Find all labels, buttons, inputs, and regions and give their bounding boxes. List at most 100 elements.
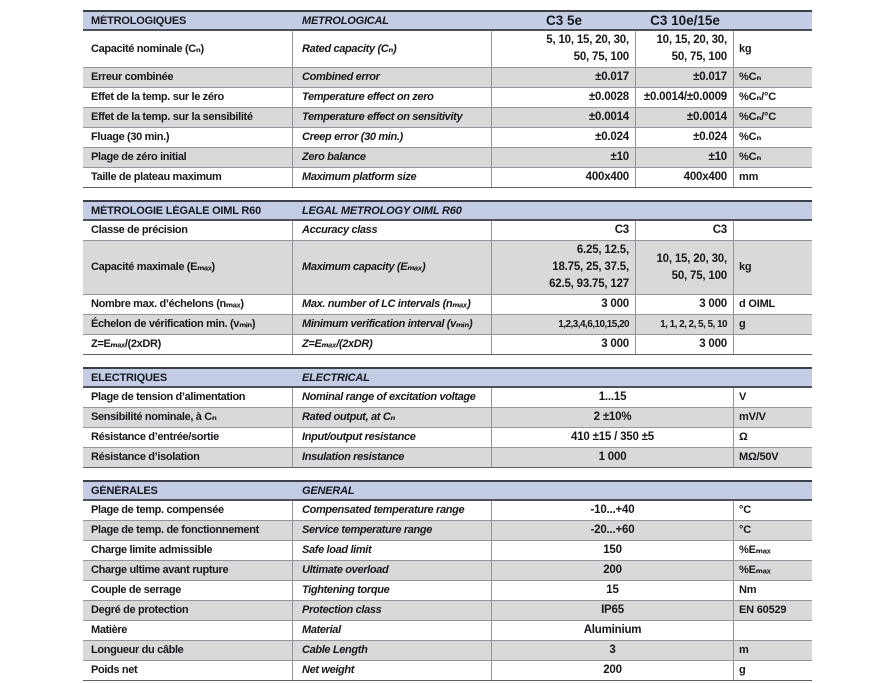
label-fr-cell: Couple de serrage	[83, 581, 293, 600]
label-en-cell: Net weight	[293, 661, 492, 680]
label-en-cell: Zero balance	[293, 148, 492, 167]
table-row: Capacité maximale (Eₘₐₓ) Maximum capacity…	[83, 241, 812, 295]
label-en-cell: Cable Length	[293, 641, 492, 660]
merged-value-cell: 200	[492, 661, 734, 680]
section-title-fr: GÉNÉRALES	[91, 484, 158, 497]
label-en-cell: Nominal range of excitation voltage	[293, 388, 492, 407]
label-en-cell: Rated capacity (Cₙ)	[293, 31, 492, 67]
merged-value-cell: IP65	[492, 601, 734, 620]
table-row: Classe de précision Accuracy class C3 C3	[83, 221, 812, 241]
value-c3-10e-15e-cell: 1, 1, 2, 2, 5, 5, 10	[636, 315, 734, 334]
unit-cell: %Cₙ	[739, 151, 762, 163]
label-fr-cell: Effet de la temp. sur le zéro	[83, 88, 293, 107]
unit-cell: °C	[739, 524, 751, 536]
unit-cell: Nm	[739, 584, 757, 596]
label-en-cell: Tightening torque	[293, 581, 492, 600]
table-row: Degré de protection Protection class IP65 E…	[83, 601, 812, 621]
label-fr-cell: Plage de temp. compensée	[83, 501, 293, 520]
table-row: Effet de la temp. sur le zéro Temperature…	[83, 88, 812, 108]
section-title-en: ELECTRICAL	[302, 371, 370, 384]
table-row: Nombre max. d’échelons (nₘₐₓ) Max. number…	[83, 295, 812, 315]
table-row: Fluage (30 min.) Creep error (30 min.) ±0.…	[83, 128, 812, 148]
value-c3-5e-cell: ±0.0014	[492, 108, 636, 127]
label-fr-cell: Plage de temp. de fonctionnement	[83, 521, 293, 540]
label-en-cell: Protection class	[293, 601, 492, 620]
merged-value-cell: 3	[492, 641, 734, 660]
spec-section: MÉTROLOGIQUES METROLOGICAL C3 5e C3 10e/15e…	[83, 10, 812, 188]
merged-value-cell: -20...+60	[492, 521, 734, 540]
value-c3-5e-cell: ±0.0028	[492, 88, 636, 107]
label-fr-cell: Poids net	[83, 661, 293, 680]
table-row: Plage de zéro initial Zero balance ±10 ±10%…	[83, 148, 812, 168]
label-en-cell: Minimum verification interval (vₘᵢₙ)	[293, 315, 492, 334]
merged-value-cell: 2 ±10%	[492, 408, 734, 427]
merged-value-cell: 1...15	[492, 388, 734, 407]
model-column-header-1: C3 5e	[545, 13, 583, 28]
table-row: Plage de temp. compensée Compensated temp…	[83, 501, 812, 521]
label-fr-cell: Résistance d’isolation	[83, 448, 293, 467]
unit-cell: MΩ/50V	[739, 451, 779, 463]
unit-cell	[734, 335, 812, 354]
section-header-row: MÉTROLOGIQUES METROLOGICAL C3 5e C3 10e/15e	[83, 10, 812, 31]
section-header-row: ELECTRIQUES ELECTRICAL	[83, 367, 812, 388]
value-c3-10e-15e-cell: 400x400	[636, 168, 734, 187]
label-en-cell: Creep error (30 min.)	[293, 128, 492, 147]
value-c3-5e-cell: 3 000	[492, 295, 636, 314]
value-c3-5e-cell: ±10	[492, 148, 636, 167]
label-fr-cell: Résistance d’entrée/sortie	[83, 428, 293, 447]
table-row: Plage de temp. de fonctionnement Service …	[83, 521, 812, 541]
label-fr-cell: Classe de précision	[83, 221, 293, 240]
value-c3-5e-cell: 5, 10, 15, 20, 30, 50, 75, 100	[492, 31, 636, 67]
label-en-cell: Maximum capacity (Eₘₐₓ)	[293, 241, 492, 294]
unit-cell: V	[739, 391, 747, 403]
label-en-cell: Max. number of LC intervals (nₘₐₓ)	[293, 295, 492, 314]
value-c3-10e-15e-cell: ±0.024	[636, 128, 734, 147]
label-en-cell: Accuracy class	[293, 221, 492, 240]
unit-cell: °C	[739, 504, 751, 516]
label-en-cell: Material	[293, 621, 492, 640]
label-en-cell: Temperature effect on zero	[293, 88, 492, 107]
label-en-cell: Ultimate overload	[293, 561, 492, 580]
spec-section: MÉTROLOGIE LÉGALE OIML R60 LEGAL METROLOG…	[83, 200, 812, 355]
unit-cell: %Cₙ/°C	[739, 91, 776, 103]
table-row: Longueur du câble Cable Length 3 m	[83, 641, 812, 661]
value-c3-5e-cell: ±0.017	[492, 68, 636, 87]
unit-cell: %Cₙ	[739, 131, 762, 143]
unit-cell: EN 60529	[739, 604, 787, 616]
section-title-en: GENERAL	[302, 484, 355, 497]
section-header-row: MÉTROLOGIE LÉGALE OIML R60 LEGAL METROLOG…	[83, 200, 812, 221]
label-en-cell: Compensated temperature range	[293, 501, 492, 520]
value-c3-10e-15e-cell: ±10	[636, 148, 734, 167]
table-row: Couple de serrage Tightening torque 15 Nm	[83, 581, 812, 601]
table-row: Résistance d’entrée/sortie Input/output r…	[83, 428, 812, 448]
label-fr-cell: Capacité maximale (Eₘₐₓ)	[83, 241, 293, 294]
label-en-cell: Insulation resistance	[293, 448, 492, 467]
value-c3-5e-cell: 6.25, 12.5, 18.75, 25, 37.5, 62.5, 93.75…	[492, 241, 636, 294]
value-c3-10e-15e-cell: 10, 15, 20, 30, 50, 75, 100	[636, 241, 734, 294]
model-column-header-2: C3 10e/15e	[650, 13, 720, 28]
label-fr-cell: Plage de zéro initial	[83, 148, 293, 167]
table-row: Plage de tension d’alimentation Nominal r…	[83, 388, 812, 408]
unit-cell: m	[739, 644, 749, 656]
unit-cell: g	[739, 318, 746, 330]
value-c3-5e-cell: ±0.024	[492, 128, 636, 147]
label-en-cell: Service temperature range	[293, 521, 492, 540]
table-row: Résistance d’isolation Insulation resista…	[83, 448, 812, 468]
load-cell-spec-table: MÉTROLOGIQUES METROLOGICAL C3 5e C3 10e/15e…	[83, 10, 812, 683]
merged-value-cell: -10...+40	[492, 501, 734, 520]
label-fr-cell: Erreur combinée	[83, 68, 293, 87]
value-c3-10e-15e-cell: ±0.0014/±0.0009	[636, 88, 734, 107]
section-header-row: GÉNÉRALES GENERAL	[83, 480, 812, 501]
table-row: Taille de plateau maximum Maximum platfor…	[83, 168, 812, 188]
table-row: Charge ultime avant rupture Ultimate over…	[83, 561, 812, 581]
label-en-cell: Input/output resistance	[293, 428, 492, 447]
unit-cell	[734, 621, 812, 640]
section-title-fr: ELECTRIQUES	[91, 371, 168, 384]
section-title-fr: MÉTROLOGIE LÉGALE OIML R60	[91, 204, 261, 217]
unit-cell: kg	[739, 42, 752, 55]
table-row: Effet de la temp. sur la sensibilité Temp…	[83, 108, 812, 128]
unit-cell: Ω	[739, 431, 748, 443]
value-c3-10e-15e-cell: ±0.017	[636, 68, 734, 87]
merged-value-cell: Aluminium	[492, 621, 734, 640]
